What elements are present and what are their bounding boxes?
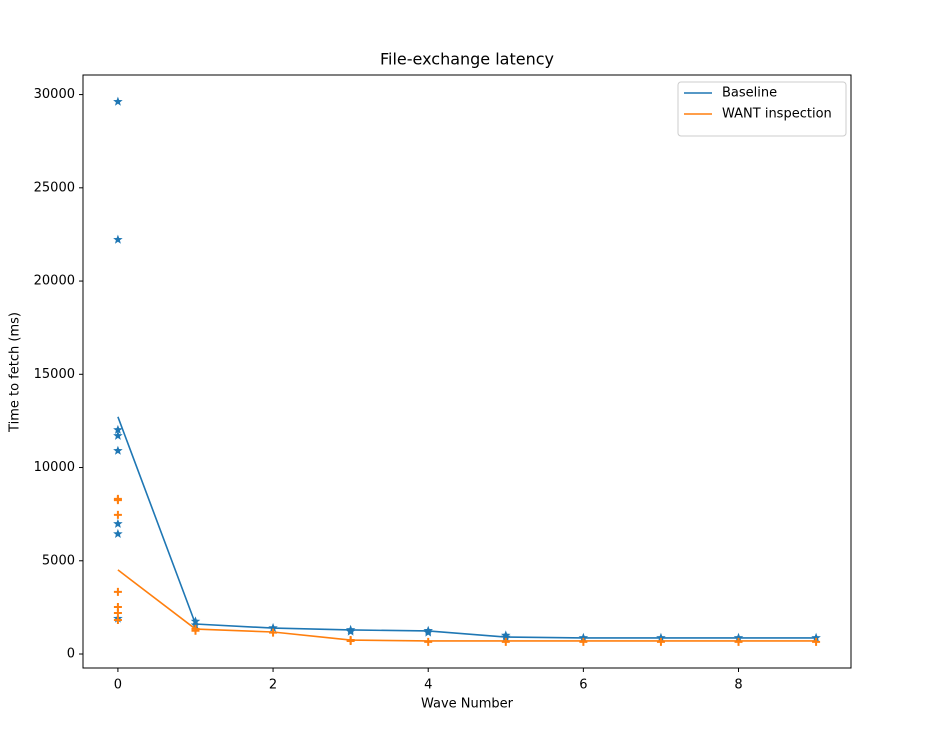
scatter-point	[656, 637, 665, 646]
scatter-point	[113, 430, 123, 440]
legend-label: Baseline	[722, 86, 777, 101]
scatter-point	[113, 615, 122, 624]
legend-box	[677, 81, 847, 137]
scatter-point	[113, 96, 123, 106]
x-tick-label: 0	[114, 678, 122, 693]
y-tick-label: 30000	[34, 87, 75, 102]
x-tick-label: 4	[424, 678, 432, 693]
scatter-point	[734, 637, 743, 646]
scatter-point	[113, 528, 123, 538]
scatter-point	[113, 510, 122, 519]
scatter-point	[423, 627, 433, 637]
y-tick-label: 10000	[34, 460, 75, 475]
scatter-point	[113, 587, 122, 596]
scatter-point	[345, 626, 356, 636]
series-line	[117, 569, 817, 642]
y-tick-label: 25000	[34, 180, 75, 195]
scatter-point	[811, 632, 821, 642]
chart-title: File-exchange latency	[380, 50, 554, 69]
scatter-point	[113, 445, 123, 455]
y-tick-label: 5000	[42, 553, 75, 568]
series-line	[117, 416, 817, 639]
scatter-point	[501, 637, 510, 646]
scatter-point	[113, 496, 122, 505]
x-axis-label: Wave Number	[421, 697, 514, 712]
scatter-point	[113, 608, 122, 617]
scatter-point	[113, 234, 123, 244]
y-axis-label: Time to fetch (ms)	[8, 312, 23, 433]
x-tick-label: 6	[579, 678, 587, 693]
y-tick-label: 15000	[34, 367, 75, 382]
scatter-point	[113, 424, 123, 434]
y-tick-label: 0	[67, 647, 75, 662]
x-tick-label: 8	[734, 678, 742, 693]
scatter-point	[424, 637, 433, 646]
y-tick-label: 20000	[34, 274, 75, 289]
scatter-point	[579, 637, 588, 646]
scatter-point	[113, 518, 123, 528]
plot-frame	[82, 74, 852, 669]
legend-label: WANT inspection	[722, 107, 832, 122]
x-tick-label: 2	[269, 678, 277, 693]
scatter-point	[812, 637, 821, 646]
